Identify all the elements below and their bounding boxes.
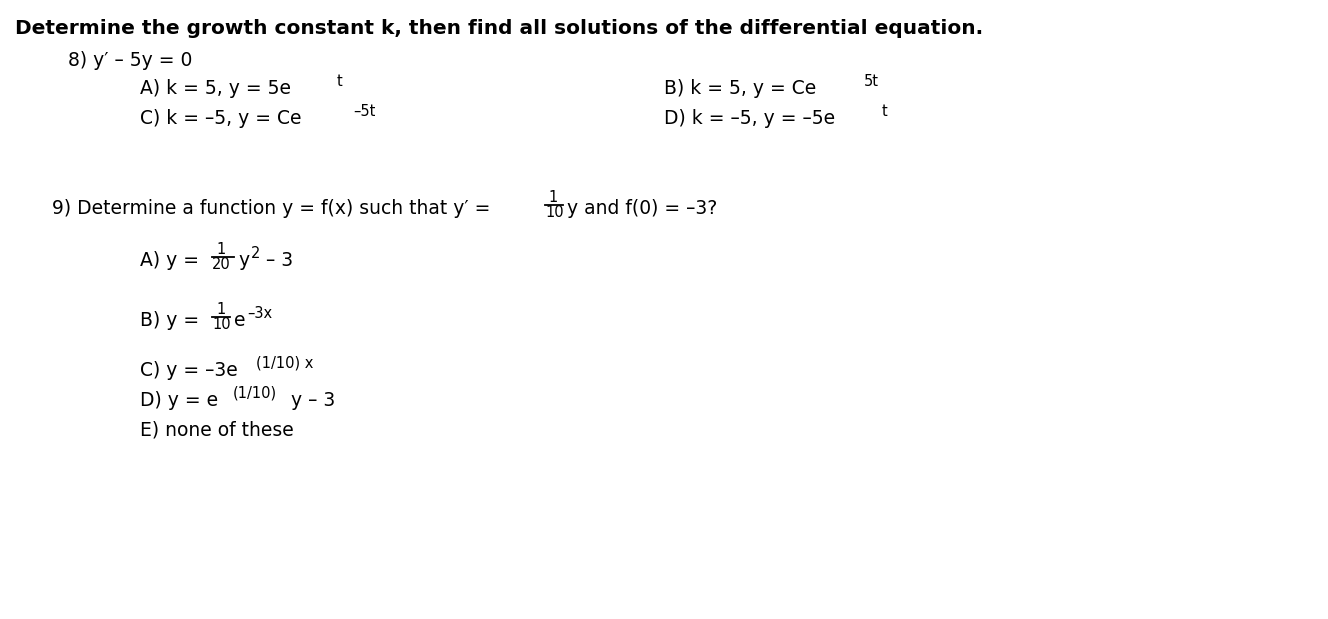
Text: 20: 20 [212, 257, 231, 272]
Text: 1: 1 [216, 242, 226, 257]
Text: t: t [337, 74, 343, 89]
Text: E) none of these: E) none of these [139, 421, 293, 440]
Text: Determine the growth constant k, then find all solutions of the differential equ: Determine the growth constant k, then fi… [15, 19, 983, 38]
Text: 8) y′ – 5y = 0: 8) y′ – 5y = 0 [68, 51, 193, 70]
Text: 1: 1 [216, 302, 226, 317]
Text: t: t [882, 104, 887, 119]
Text: 2: 2 [251, 246, 260, 261]
Text: 5t: 5t [865, 74, 879, 89]
Text: y – 3: y – 3 [286, 391, 335, 410]
Text: y and f(0) = –3?: y and f(0) = –3? [567, 199, 717, 218]
Text: (1/10) x: (1/10) x [256, 356, 313, 371]
Text: C) y = –3e: C) y = –3e [139, 361, 238, 380]
Text: – 3: – 3 [260, 251, 293, 270]
Text: B) y =: B) y = [139, 311, 199, 330]
Text: 10: 10 [212, 317, 231, 332]
Text: 1: 1 [548, 190, 558, 205]
Text: B) k = 5, y = Ce: B) k = 5, y = Ce [664, 79, 817, 98]
Text: 10: 10 [544, 205, 563, 220]
Text: 9) Determine a function y = f(x) such that y′ =: 9) Determine a function y = f(x) such th… [52, 199, 490, 218]
Text: D) y = e: D) y = e [139, 391, 218, 410]
Text: A) y =: A) y = [139, 251, 199, 270]
Text: –3x: –3x [247, 306, 272, 321]
Text: y: y [238, 251, 250, 270]
Text: –5t: –5t [353, 104, 376, 119]
Text: (1/10): (1/10) [232, 386, 278, 401]
Text: e: e [234, 311, 246, 330]
Text: D) k = –5, y = –5e: D) k = –5, y = –5e [664, 109, 835, 128]
Text: A) k = 5, y = 5e: A) k = 5, y = 5e [139, 79, 291, 98]
Text: C) k = –5, y = Ce: C) k = –5, y = Ce [139, 109, 301, 128]
